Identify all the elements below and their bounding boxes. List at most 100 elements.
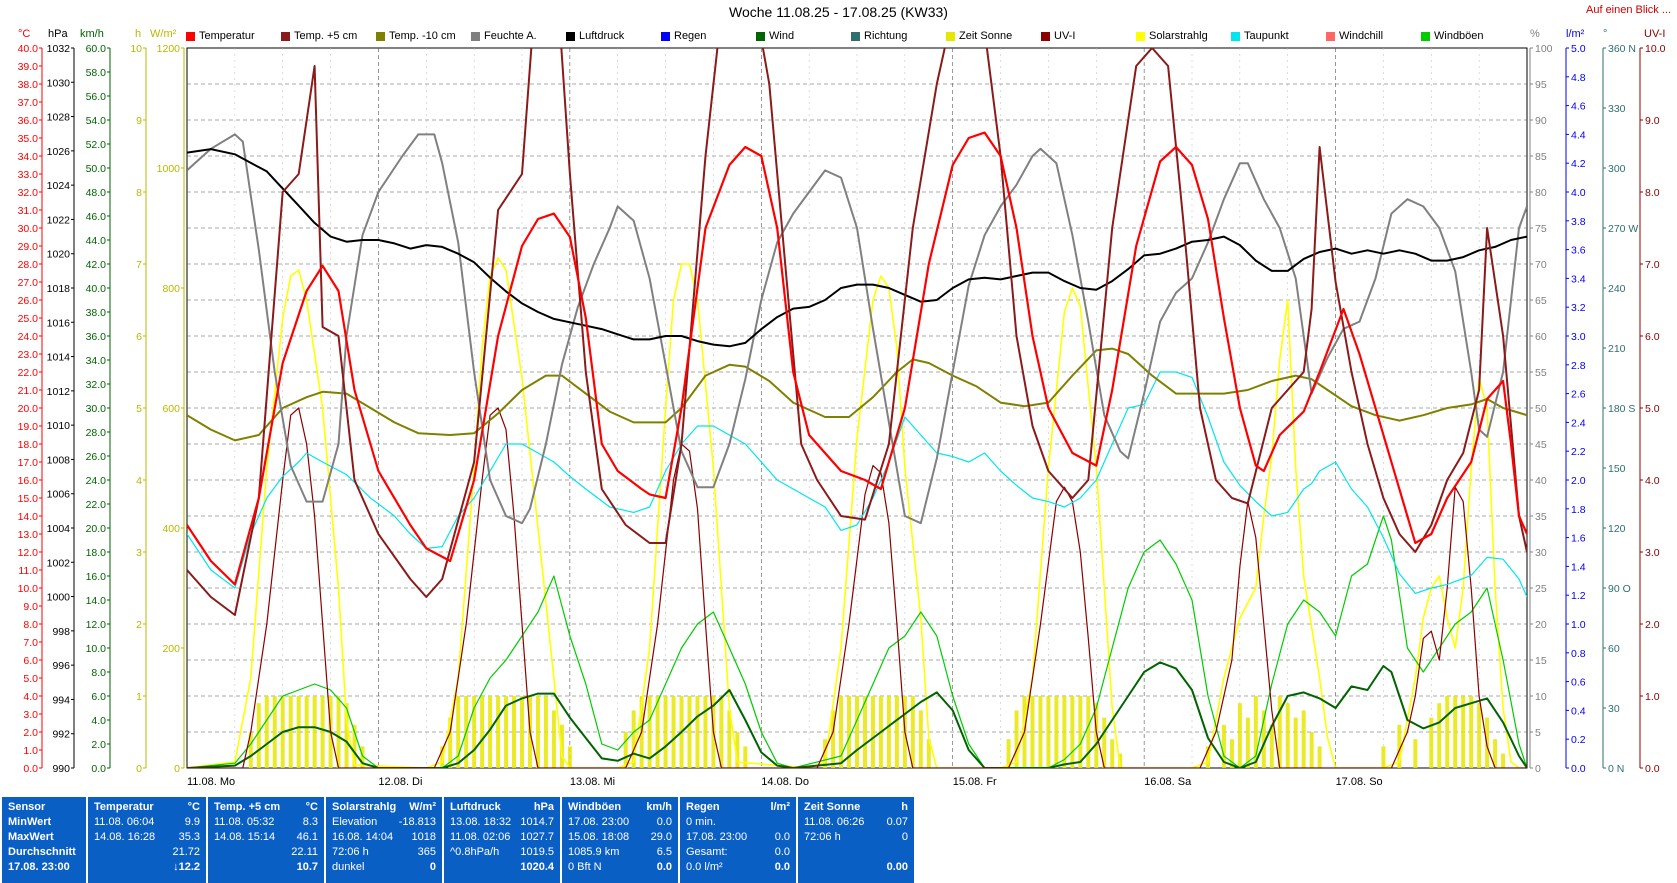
- temp-axis-tick-label: 17.0: [18, 457, 39, 469]
- sun-hour-bar: [440, 746, 445, 768]
- table-cell: 1085.9 km: [568, 846, 620, 858]
- h-axis-tick-label: 8: [136, 187, 142, 199]
- sun-hour-bar: [264, 696, 269, 768]
- wm2-axis-tick-label: 800: [162, 283, 180, 295]
- overview-link[interactable]: Auf einen Blick ...: [1586, 4, 1671, 16]
- sun-hour-bar: [248, 732, 253, 768]
- sun-hour-bar: [1261, 710, 1266, 768]
- table-cell: 0 min.: [686, 816, 716, 828]
- sun-hour-bar: [655, 696, 660, 768]
- pct-axis-tick-label: 85: [1535, 151, 1547, 163]
- sun-hour-bar: [360, 746, 365, 768]
- sun-hour-bar: [1086, 696, 1091, 768]
- table-cell: Zeit Sonne: [804, 801, 861, 813]
- table-cell: 11.08. 06:04: [94, 816, 155, 828]
- wm2-axis-tick-label: 600: [162, 403, 180, 415]
- sun-hour-bar: [1501, 753, 1506, 768]
- kmh-axis-tick-label: 52.0: [86, 139, 107, 151]
- temp-axis-tick-label: 25.0: [18, 313, 39, 325]
- hpa-axis-tick-label: 1000: [47, 592, 71, 604]
- hpa-axis-tick-label: 1026: [47, 146, 71, 158]
- h-axis-tick-label: 9: [136, 115, 142, 127]
- table-cell: 0.0: [656, 816, 672, 828]
- kmh-axis-tick-label: 24.0: [86, 475, 107, 487]
- sun-hour-bar: [870, 696, 875, 768]
- table-cell: Elevation: [332, 816, 378, 828]
- day-label: 12.08. Di: [378, 776, 422, 788]
- temp-axis-tick-label: 31.0: [18, 205, 39, 217]
- kmh-axis-tick-label: 30.0: [86, 403, 107, 415]
- table-cell: 365: [417, 846, 436, 858]
- hpa-axis-tick-label: 1022: [47, 214, 71, 226]
- deg-axis-tick-label: 210: [1608, 343, 1626, 355]
- series-temperatur: [187, 131, 1527, 586]
- sun-hour-bar: [567, 746, 572, 768]
- legend-item: Zeit Sonne: [946, 28, 1041, 44]
- table-cell: 10.7: [296, 861, 318, 873]
- h-axis-tick-label: 10: [130, 43, 142, 55]
- table-block: Solarstrahlg W/m² Elevation -18.813 16.08. 1…: [326, 797, 442, 883]
- table-cell: 0.00: [886, 861, 908, 873]
- sun-hour-bar: [512, 696, 517, 768]
- temp-axis-tick-label: 37.0: [18, 97, 39, 109]
- temp-axis-tick-label: 20.0: [18, 403, 39, 415]
- legend: Temperatur Temp. +5 cm Temp. -10 cm Feuchte…: [186, 28, 1516, 44]
- table-cell: hPa: [533, 801, 554, 813]
- legend-item: Wind: [756, 28, 851, 44]
- legend-item: Temperatur: [186, 28, 281, 44]
- legend-swatch: [186, 31, 195, 41]
- temp-axis-tick-label: 35.0: [18, 133, 39, 145]
- deg-axis-tick-label: 60: [1608, 643, 1620, 655]
- sun-hour-bar: [1429, 717, 1434, 768]
- sun-hour-bar: [918, 710, 923, 768]
- uvi-axis-tick-label: 6.0: [1645, 331, 1660, 343]
- legend-swatch: [1041, 31, 1050, 41]
- sun-hour-bar: [695, 696, 700, 768]
- kmh-axis-tick-label: 18.0: [86, 547, 107, 559]
- pct-axis-tick-label: 15: [1535, 655, 1547, 667]
- legend-swatch: [471, 31, 480, 41]
- sun-hour-bar: [1461, 696, 1466, 768]
- pct-axis-tick-label: 50: [1535, 403, 1547, 415]
- deg-axis-tick-label: 300: [1608, 163, 1626, 175]
- legend-label: Temp. +5 cm: [294, 30, 358, 42]
- temp-axis-tick-label: 1.0: [23, 745, 38, 757]
- series-wind: [187, 661, 1527, 768]
- temp-axis-tick-label: 39.0: [18, 61, 39, 73]
- h-axis-tick-label: 6: [136, 331, 142, 343]
- sun-hour-bar: [1277, 696, 1282, 768]
- table-cell: 35.3: [178, 831, 200, 843]
- table-cell: 1014.7: [520, 816, 554, 828]
- table-row-label: Sensor: [8, 801, 46, 813]
- legend-swatch: [1326, 31, 1335, 41]
- day-label: 17.08. So: [1336, 776, 1383, 788]
- table-block: Windböen km/h 17.08. 23:00 0.0 15.08. 18:08 2…: [562, 797, 678, 883]
- lm2-axis-tick-label: 3.6: [1571, 245, 1586, 257]
- sun-hour-bar: [480, 696, 485, 768]
- temp-axis-tick-label: 30.0: [18, 223, 39, 235]
- temp-axis-tick-label: 21.0: [18, 385, 39, 397]
- table-cell: 0.0 l/m²: [686, 861, 723, 873]
- lm2-axis-tick-label: 2.0: [1571, 475, 1586, 487]
- kmh-axis-tick-label: 12.0: [86, 619, 107, 631]
- wm2-axis-tick-label: 400: [162, 523, 180, 535]
- legend-item: Windchill: [1326, 28, 1421, 44]
- table-cell: h: [901, 801, 908, 813]
- temp-axis-tick-label: 8.0: [23, 619, 38, 631]
- deg-axis-tick-label: 240: [1608, 283, 1626, 295]
- day-label: 11.08. Mo: [187, 776, 235, 788]
- table-cell: 9.9: [184, 816, 200, 828]
- legend-label: Feuchte A.: [484, 30, 537, 42]
- axis-header-h: h: [135, 28, 142, 40]
- h-axis-tick-label: 0: [136, 763, 142, 775]
- day-label: 14.08. Do: [761, 776, 809, 788]
- sun-hour-bar: [448, 717, 453, 768]
- pct-axis-tick-label: 0: [1535, 763, 1541, 775]
- table-cell: 0.07: [886, 816, 908, 828]
- deg-axis-tick-label: 30: [1608, 703, 1620, 715]
- sun-hour-bar: [1229, 739, 1234, 768]
- sun-hour-bar: [1070, 696, 1075, 768]
- uvi-axis-tick-label: 5.0: [1645, 403, 1660, 415]
- legend-swatch: [1136, 31, 1145, 41]
- axis-header-pct: %: [1530, 28, 1540, 40]
